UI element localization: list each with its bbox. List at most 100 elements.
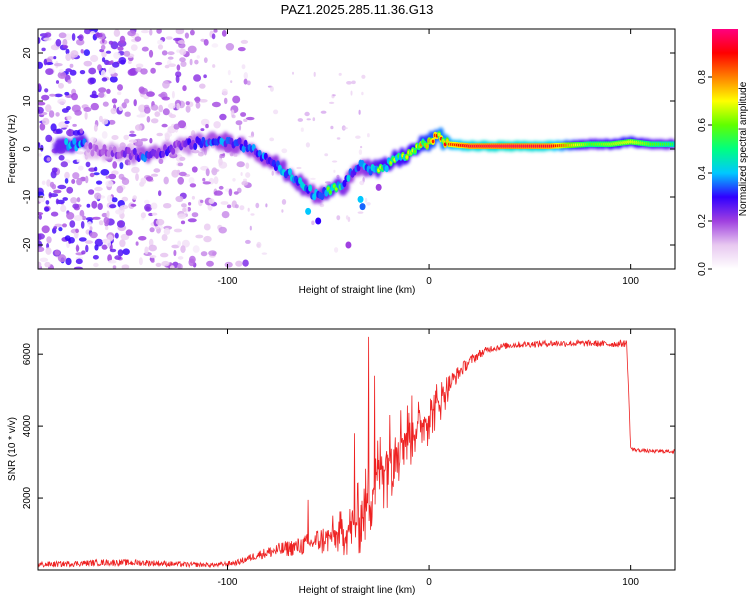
spectrogram-noise-blob [281, 209, 284, 213]
colorbar-tick-label: 0.4 [697, 166, 708, 180]
spectrogram-noise-blob [243, 72, 248, 80]
spectrogram-noise-blob [249, 225, 252, 231]
spectrogram-noise-blob [232, 178, 236, 182]
spectrogram-noise-blob [89, 226, 93, 231]
spectrogram-noise-blob [240, 39, 249, 44]
spectrogram-noise-blob [40, 144, 44, 152]
spectrogram-noise-blob [191, 212, 199, 218]
spectrogram-noise-blob [38, 106, 44, 114]
spectrogram-noise-blob [140, 212, 146, 219]
spectrogram-noise-blob [319, 203, 325, 208]
spectrogram-noise-blob [175, 195, 184, 203]
spectrogram-noise-blob [144, 246, 149, 255]
spectrogram-noise-blob [71, 179, 76, 184]
spectrogram-noise-blob [83, 107, 92, 112]
colorbar-gradient [712, 29, 738, 269]
spectrogram-ridge-core-dot [425, 144, 429, 148]
spectrogram-noise-blob [181, 203, 187, 208]
spectrogram-noise-blob [219, 113, 227, 121]
spectrogram-noise-blob [179, 156, 186, 161]
spectrogram-noise-blob [65, 257, 72, 266]
spectrogram-noise-blob [336, 174, 340, 179]
spectrogram-noise-blob [119, 205, 124, 211]
spectrogram-noise-blob [54, 223, 63, 228]
spectrogram-noise-blob [78, 237, 87, 242]
spectrogram-noise-blob [237, 47, 246, 52]
spectrogram-noise-blob [41, 180, 46, 186]
spectrogram-noise-blob [364, 197, 368, 203]
spectrogram-noise-blob [109, 248, 117, 253]
spectrogram-noise-blob [111, 98, 118, 104]
spectrogram-noise-blob [65, 48, 70, 55]
spectrogram-noise-blob [191, 149, 200, 154]
spectrogram-noise-blob [94, 238, 104, 247]
spectrogram-noise-blob [312, 117, 316, 122]
spectrogram-noise-blob [155, 262, 162, 267]
spectrogram-noise-blob [119, 35, 126, 44]
snr-y-tick-label: 4000 [22, 415, 33, 438]
spectrogram-noise-blob [89, 231, 98, 239]
spectrogram-noise-blob [324, 181, 331, 184]
spectrogram-noise-blob [154, 226, 160, 230]
spectrogram-noise-blob [184, 32, 189, 39]
spectrogram-noise-blob [146, 116, 151, 123]
spectrogram-noise-blob [111, 135, 119, 140]
spectrogram-noise-blob [80, 221, 85, 229]
spectrogram-noise-blob [156, 132, 163, 137]
spectrogram-noise-blob [127, 68, 136, 76]
spectrogram-noise-blob [154, 111, 161, 117]
spectrogram-noise-blob [133, 99, 137, 107]
spectrogram-noise-blob [175, 29, 185, 35]
spectrogram-noise-blob [245, 116, 255, 121]
spectrogram-noise-blob [158, 190, 162, 197]
spectrogram-noise-blob [81, 250, 86, 255]
spectrogram-noise-blob [86, 203, 91, 208]
spectrogram-noise-blob [45, 104, 52, 113]
spectrogram-noise-blob [190, 29, 195, 36]
colorbar-tick-label: 0.6 [697, 118, 708, 132]
spectrogram-noise-blob [160, 252, 169, 258]
spectrogram-noise-blob [306, 118, 311, 121]
spectrogram-noise-blob [243, 78, 248, 85]
spectrogram-noise-blob [180, 220, 186, 225]
spectrogram-noise-blob [105, 226, 109, 231]
spectrogram-noise-blob [124, 111, 131, 117]
spectrogram-noise-blob [127, 161, 131, 166]
spectrogram-noise-blob [150, 118, 159, 124]
spectrogram-noise-blob [45, 247, 52, 255]
spectrogram-noise-blob [44, 261, 51, 268]
spectrogram-noise-blob [101, 77, 108, 82]
spectrogram-noise-blob [119, 162, 124, 170]
spectrogram-noise-blob [218, 226, 227, 234]
spectrogram-noise-blob [150, 259, 155, 263]
spectrogram-noise-blob [173, 37, 182, 42]
spectrogram-noise-blob [44, 88, 49, 93]
spectrogram-noise-blob [42, 117, 50, 125]
spectrogram-noise-blob [78, 165, 84, 171]
snr-frame [37, 328, 676, 571]
spectrogram-noise-blob [179, 57, 186, 63]
spectrogram-noise-blob [213, 29, 218, 33]
spectrogram-noise-blob [41, 47, 46, 52]
spectrogram-noise-blob [57, 71, 67, 79]
spectrogram-noise-blob [177, 176, 184, 185]
spectrogram-noise-blob [195, 101, 201, 109]
spectrogram-noise-blob [191, 195, 195, 200]
spectrogram-noise-blob [144, 106, 151, 114]
spectrogram-x-ticks: -100 0 100 [217, 29, 639, 287]
snr-series-line [38, 336, 675, 569]
spectrogram-noise-blob [225, 43, 235, 51]
spectrogram-noise-blob [79, 128, 84, 134]
spectrogram-noise-blob [140, 138, 148, 142]
spectrogram-noise-blob [256, 243, 261, 248]
spectrogram-noise-blob [38, 101, 46, 106]
spectrogram-noise-blob [71, 92, 78, 101]
spectrogram-noise-blob [134, 141, 143, 147]
spectrogram-noise-blob [149, 137, 153, 144]
spectrogram-noise-blob [158, 93, 166, 98]
spectrogram-noise-blob [100, 44, 106, 51]
spectrogram-noise-blob [39, 257, 49, 262]
spectrogram-noise-blob [164, 64, 170, 69]
colorbar-tick-label: 0.2 [697, 214, 708, 228]
spectrogram-noise-blob [163, 203, 172, 209]
